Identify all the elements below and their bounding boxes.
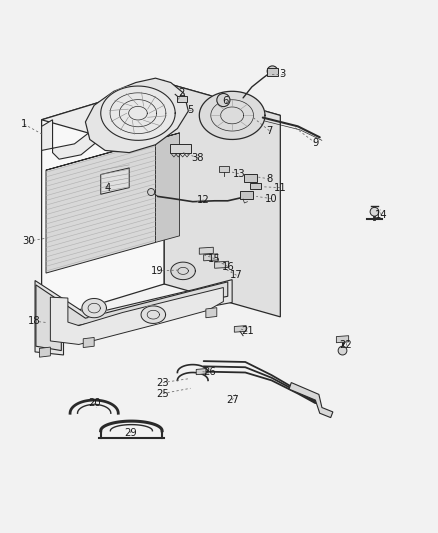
Text: 4: 4	[104, 183, 110, 192]
Polygon shape	[42, 83, 164, 321]
Polygon shape	[36, 282, 228, 351]
Polygon shape	[39, 347, 50, 357]
Text: 7: 7	[266, 126, 272, 136]
Polygon shape	[155, 133, 180, 243]
Polygon shape	[82, 298, 106, 318]
Text: 6: 6	[223, 96, 229, 106]
Text: 13: 13	[233, 168, 245, 179]
Circle shape	[338, 346, 347, 355]
Text: 5: 5	[187, 104, 194, 115]
Text: 27: 27	[226, 395, 239, 405]
Circle shape	[267, 66, 278, 76]
Text: 10: 10	[265, 193, 278, 204]
Polygon shape	[164, 83, 280, 317]
Polygon shape	[336, 336, 349, 343]
Text: 14: 14	[375, 210, 387, 220]
Text: 17: 17	[230, 270, 243, 280]
Polygon shape	[204, 254, 218, 261]
FancyBboxPatch shape	[170, 144, 191, 153]
Circle shape	[148, 189, 155, 196]
Text: 8: 8	[266, 174, 272, 184]
Polygon shape	[199, 91, 265, 140]
Polygon shape	[42, 80, 164, 159]
Text: 38: 38	[192, 153, 204, 163]
Polygon shape	[50, 287, 223, 344]
Polygon shape	[83, 337, 94, 348]
Text: 2: 2	[179, 88, 185, 99]
Polygon shape	[141, 306, 166, 324]
Polygon shape	[206, 308, 217, 318]
Text: 18: 18	[28, 316, 40, 326]
FancyBboxPatch shape	[177, 96, 187, 102]
Polygon shape	[85, 78, 188, 152]
Text: 26: 26	[203, 367, 216, 377]
Polygon shape	[234, 326, 246, 332]
Text: 12: 12	[197, 195, 210, 205]
Text: 9: 9	[312, 138, 318, 148]
Text: 30: 30	[22, 236, 35, 246]
Text: 15: 15	[208, 254, 221, 264]
Polygon shape	[289, 383, 333, 418]
Text: 11: 11	[274, 183, 287, 192]
Bar	[250, 183, 261, 189]
Bar	[240, 191, 253, 199]
Polygon shape	[196, 368, 206, 375]
Bar	[219, 166, 229, 172]
Bar	[267, 68, 278, 76]
Polygon shape	[42, 83, 280, 152]
Text: 19: 19	[151, 266, 164, 276]
Text: 23: 23	[157, 377, 169, 387]
Polygon shape	[199, 247, 213, 254]
Circle shape	[217, 93, 230, 107]
Text: 16: 16	[221, 262, 234, 271]
Polygon shape	[101, 168, 129, 194]
Text: 29: 29	[124, 428, 137, 438]
Polygon shape	[101, 86, 175, 140]
Polygon shape	[171, 262, 195, 280]
Text: 21: 21	[241, 326, 254, 336]
Polygon shape	[46, 133, 180, 170]
Polygon shape	[35, 280, 232, 355]
Circle shape	[370, 207, 379, 216]
Text: 25: 25	[156, 389, 170, 399]
Polygon shape	[46, 140, 155, 273]
Text: 20: 20	[88, 398, 100, 408]
Polygon shape	[245, 174, 254, 181]
Polygon shape	[215, 261, 229, 268]
Bar	[244, 174, 257, 182]
Text: 3: 3	[279, 69, 286, 79]
Text: 22: 22	[339, 341, 353, 350]
Text: 1: 1	[21, 119, 27, 129]
